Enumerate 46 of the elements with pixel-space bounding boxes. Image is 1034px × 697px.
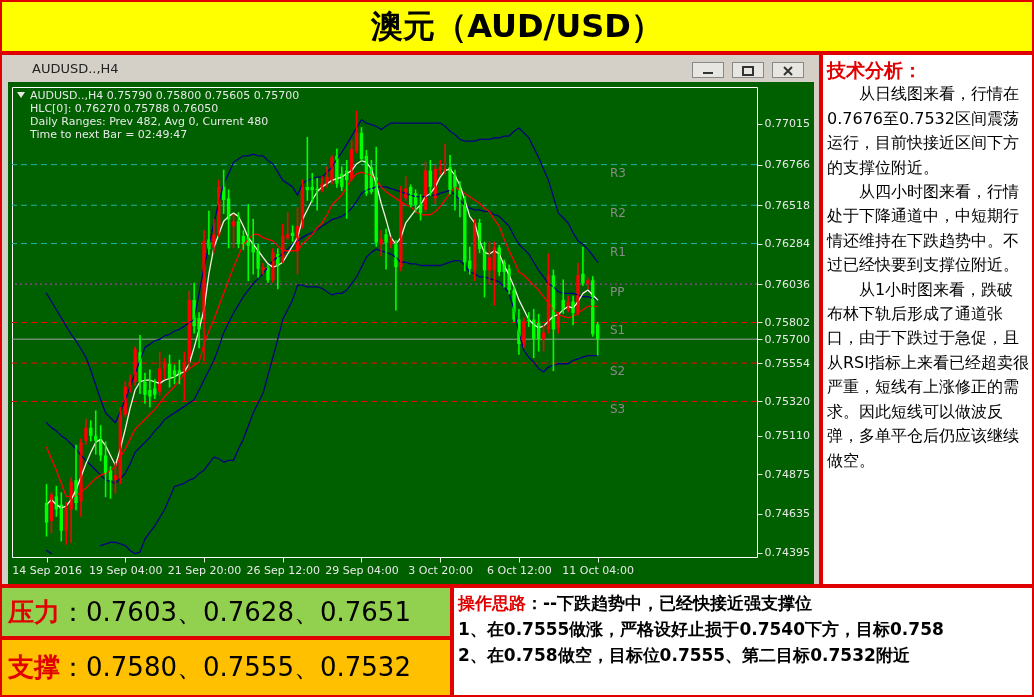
- y-tick-label: 0.77015: [764, 117, 810, 131]
- y-tick-label: 0.75320: [764, 394, 810, 408]
- text: ：0.7603、0.7628、0.7651: [60, 597, 411, 627]
- y-tick-label: 0.74875: [764, 467, 810, 481]
- x-tick-label: 26 Sep 12:00: [246, 563, 320, 577]
- annotation: Time to next Bar = 02:49:47: [30, 128, 188, 141]
- y-tick-label: 0.76284: [764, 237, 810, 251]
- annotation: HLC[0]: 0.76270 0.75788 0.76050: [30, 102, 219, 115]
- ref-line-label: R1: [609, 244, 626, 259]
- ref-line-label: R3: [609, 165, 626, 180]
- text: ：0.7580、0.7555、0.7532: [60, 652, 411, 682]
- y-tick-label: 0.76518: [764, 198, 810, 212]
- text: 从日线图来看，行情在0.7676至0.7532区间震荡运行，目前快接近区间下方的支撑位附近。: [827, 83, 1020, 179]
- y-tick-label: 0.75700: [764, 332, 810, 346]
- text: 从四小时图来看，行情处于下降通道中，中短期行情还维持在下跌趋势中。不过已经快要到支撑位附近。: [827, 181, 1020, 277]
- x-tick-label: 6 Oct 12:00: [487, 563, 552, 577]
- chart-title: 澳元（AUD/USD）: [0, 0, 1034, 53]
- text: 支撑: [8, 652, 60, 682]
- text: ：--下跌趋势中，已经快接近强支撑位: [526, 593, 813, 613]
- ref-line-label: PP: [609, 285, 625, 300]
- x-tick-label: 14 Sep 2016: [12, 563, 82, 577]
- annotation: Daily Ranges: Prev 482, Avg 0, Current 480: [30, 115, 269, 128]
- ref-line-label: R2: [609, 206, 626, 221]
- text: 压力: [8, 597, 60, 627]
- y-tick-label: 0.74395: [764, 546, 810, 560]
- text: 从1小时图来看，跌破布林下轨后形成了通道张口，由于下跌过于急促，且从RSI指标上来看已经超卖很严重，短线有上涨修正的需求。因此短线可以做波反弹，多单平仓后仍应该继续做空。: [827, 278, 1029, 472]
- text: 2、在0.758做空，目标位0.7555、第二目标0.7532附近: [458, 645, 910, 665]
- y-tick-label: 0.76766: [764, 158, 810, 172]
- y-tick-label: 0.75554: [764, 356, 810, 370]
- ref-line-label: S2: [609, 364, 626, 379]
- x-tick-label: 21 Sep 20:00: [167, 563, 242, 577]
- text: AUDUSD..,H4: [32, 61, 119, 76]
- x-tick-label: 11 Oct 04:00: [562, 563, 635, 577]
- ref-line-label: S3: [609, 402, 626, 417]
- text: 1、在0.7555做涨，严格设好止损于0.7540下方，目标0.758: [458, 619, 944, 639]
- text: 操作思路: [458, 593, 526, 613]
- x-tick-label: 29 Sep 04:00: [325, 563, 399, 577]
- y-tick-label: 0.74635: [764, 507, 810, 521]
- annotation: AUDUSD..,H4 0.75790 0.75800 0.75605 0.75700: [30, 89, 300, 102]
- x-tick-label: 19 Sep 04:00: [89, 563, 163, 577]
- y-tick-label: 0.75802: [764, 315, 810, 329]
- ref-line-label: S1: [609, 323, 626, 338]
- text: 技术分析：: [827, 58, 923, 83]
- y-tick-label: 0.76036: [764, 277, 810, 291]
- y-tick-label: 0.75110: [764, 429, 810, 443]
- x-tick-label: 3 Oct 20:00: [408, 563, 474, 577]
